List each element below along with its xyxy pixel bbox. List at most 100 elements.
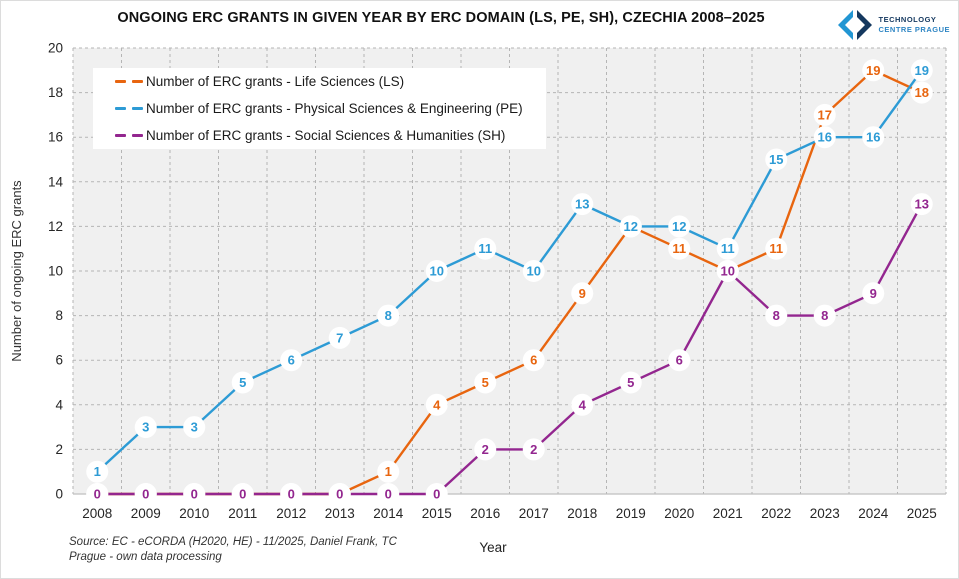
data-point-sh (910, 193, 933, 216)
x-tick-label: 2021 (713, 506, 743, 521)
data-point-pe (183, 416, 206, 439)
data-point-ls (668, 237, 691, 260)
data-point-label-ls: 5 (482, 375, 489, 390)
logo-text: TECHNOLOGY CENTRE PRAGUE (878, 15, 950, 35)
data-point-pe (522, 260, 545, 282)
data-point-sh (328, 483, 351, 505)
data-point-ls (377, 460, 400, 483)
data-point-label-ls: 1 (385, 464, 392, 479)
x-tick-label: 2020 (664, 506, 694, 521)
y-axis-title: Number of ongoing ERC grants (9, 180, 24, 362)
data-point-label-pe: 11 (478, 241, 492, 256)
legend-dash (132, 133, 143, 138)
data-point-pe (910, 59, 933, 82)
data-point-label-pe: 12 (624, 219, 638, 234)
source-note: Source: EC - eCORDA (H2020, HE) - 11/202… (69, 535, 397, 565)
x-tick-label: 2023 (810, 506, 840, 521)
data-point-label-sh: 0 (142, 487, 149, 502)
data-point-label-pe: 10 (527, 264, 541, 279)
data-point-label-pe: 3 (142, 420, 149, 435)
data-point-pe (668, 215, 691, 238)
data-point-label-sh: 0 (288, 487, 295, 502)
data-point-sh (474, 438, 497, 461)
y-tick-label: 14 (48, 174, 64, 189)
data-point-ls (425, 393, 448, 416)
data-point-label-pe: 1 (94, 464, 101, 479)
logo-line1: TECHNOLOGY (878, 15, 937, 24)
legend-dash-marker-ls (115, 79, 143, 84)
y-tick-label: 6 (55, 353, 63, 368)
x-tick-label: 2013 (325, 506, 355, 521)
data-point-label-sh: 5 (627, 375, 634, 390)
legend-label-ls: Number of ERC grants - Life Sciences (LS… (146, 74, 405, 89)
data-point-label-pe: 19 (915, 63, 929, 78)
data-point-sh (619, 371, 642, 394)
data-point-label-ls: 11 (769, 241, 783, 256)
data-point-pe (813, 126, 836, 149)
legend-label-pe: Number of ERC grants - Physical Sciences… (146, 101, 523, 116)
data-point-label-sh: 2 (482, 442, 489, 457)
data-point-ls (522, 349, 545, 372)
x-tick-label: 2016 (470, 506, 500, 521)
x-tick-label: 2008 (82, 506, 112, 521)
data-point-pe (231, 371, 254, 394)
source-line2: Prague - own data processing (69, 551, 222, 563)
data-point-sh (571, 393, 594, 416)
x-tick-label: 2019 (616, 506, 646, 521)
legend-dash (132, 79, 143, 84)
data-point-label-pe: 10 (430, 264, 444, 279)
data-point-sh (765, 304, 788, 327)
data-point-label-pe: 8 (385, 308, 392, 323)
data-point-pe (328, 326, 351, 349)
data-point-label-sh: 0 (94, 487, 101, 502)
data-point-label-pe: 5 (239, 375, 246, 390)
data-point-label-sh: 13 (915, 197, 929, 212)
data-point-label-ls: 6 (530, 353, 537, 368)
data-point-label-pe: 12 (672, 219, 686, 234)
data-point-sh (86, 483, 109, 505)
data-point-label-ls: 17 (818, 107, 832, 122)
data-point-pe (765, 148, 788, 171)
data-point-pe (619, 215, 642, 238)
logo: TECHNOLOGY CENTRE PRAGUE (838, 8, 950, 42)
legend-dash (115, 106, 126, 111)
data-point-label-ls: 18 (915, 85, 929, 100)
y-tick-label: 16 (48, 130, 63, 145)
data-point-label-sh: 9 (870, 286, 877, 301)
data-point-sh (522, 438, 545, 461)
data-point-ls (474, 371, 497, 394)
data-point-label-sh: 2 (530, 442, 537, 457)
data-point-sh (280, 483, 303, 505)
data-point-label-pe: 7 (336, 330, 343, 345)
data-point-label-pe: 16 (866, 130, 880, 145)
legend-item-ls: Number of ERC grants - Life Sciences (LS… (115, 68, 546, 95)
data-point-label-sh: 10 (721, 264, 735, 279)
data-point-label-pe: 13 (575, 197, 589, 212)
data-point-label-sh: 0 (191, 487, 198, 502)
data-point-label-sh: 0 (385, 487, 392, 502)
data-point-sh (813, 304, 836, 327)
chart-title: ONGOING ERC GRANTS IN GIVEN YEAR BY ERC … (117, 10, 765, 26)
data-point-pe (377, 304, 400, 327)
x-tick-label: 2012 (276, 506, 306, 521)
legend-item-sh: Number of ERC grants - Social Sciences &… (115, 122, 546, 149)
data-point-label-sh: 8 (773, 308, 780, 323)
data-point-ls (765, 237, 788, 260)
data-point-label-pe: 3 (191, 420, 198, 435)
data-point-sh (231, 483, 254, 505)
legend-dash (115, 133, 126, 138)
x-tick-label: 2010 (179, 506, 209, 521)
data-point-label-pe: 11 (721, 241, 735, 256)
data-point-pe (474, 237, 497, 260)
data-point-label-sh: 0 (336, 487, 343, 502)
data-point-pe (571, 193, 594, 216)
data-point-label-ls: 4 (433, 397, 441, 412)
y-tick-label: 8 (55, 308, 63, 323)
legend-item-pe: Number of ERC grants - Physical Sciences… (115, 95, 546, 122)
logo-diamond-icon (838, 10, 873, 40)
data-point-ls (813, 103, 836, 126)
legend-label-sh: Number of ERC grants - Social Sciences &… (146, 128, 506, 143)
data-point-pe (862, 126, 885, 149)
data-point-label-sh: 0 (433, 487, 440, 502)
